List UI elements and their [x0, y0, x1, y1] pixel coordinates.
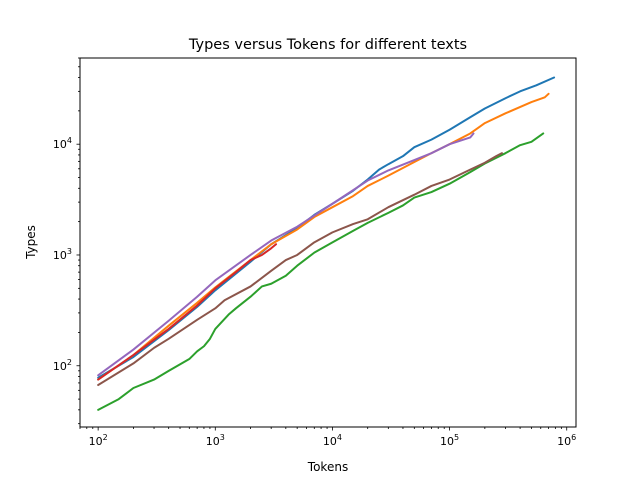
- y-tick-label: 104: [53, 136, 72, 151]
- plot-frame: [79, 57, 577, 428]
- x-tick-label: 104: [323, 433, 342, 448]
- series-line-1: [97, 76, 556, 379]
- x-axis-label: Tokens: [307, 460, 348, 474]
- series-line-5: [97, 132, 475, 377]
- y-tick-label: 103: [53, 247, 72, 262]
- x-tick-label: 102: [89, 433, 108, 448]
- series-line-3: [97, 132, 545, 411]
- x-axis: 102 103 104 105 106: [79, 427, 576, 448]
- chart-title: Types versus Tokens for different texts: [188, 37, 467, 53]
- y-axis-label: Types: [24, 225, 38, 260]
- x-tick-label: 106: [557, 433, 576, 448]
- x-tick-label: 105: [440, 433, 459, 448]
- series-line-4: [97, 243, 278, 381]
- series-line-2: [97, 92, 550, 381]
- y-axis: 102 103 104: [53, 57, 80, 425]
- plot-area: [97, 76, 556, 411]
- y-tick-label: 102: [53, 358, 72, 373]
- series-line-6: [97, 152, 503, 387]
- x-tick-label: 103: [206, 433, 225, 448]
